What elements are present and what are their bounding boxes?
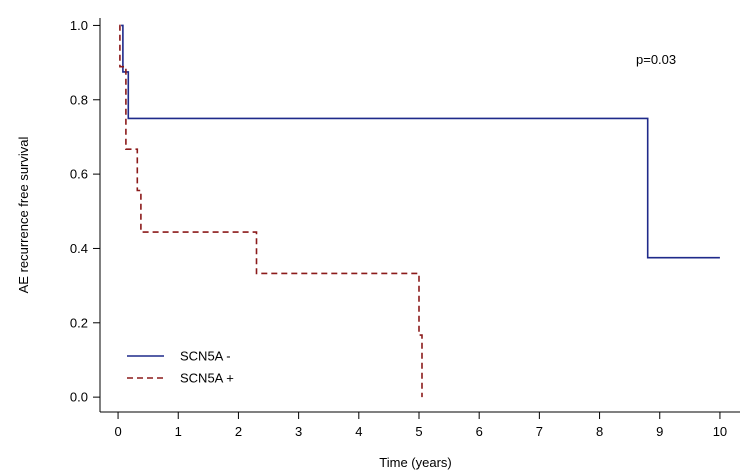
x-tick-label: 8 xyxy=(596,424,603,439)
x-tick-label: 9 xyxy=(656,424,663,439)
x-tick-label: 6 xyxy=(476,424,483,439)
y-tick-label: 0.0 xyxy=(70,390,88,405)
y-tick-label: 1.0 xyxy=(70,18,88,33)
x-axis-title: Time (years) xyxy=(379,455,451,470)
x-tick-label: 0 xyxy=(114,424,121,439)
y-axis-title: AE recurrence free survival xyxy=(16,136,31,293)
y-tick-label: 0.4 xyxy=(70,241,88,256)
y-tick-label: 0.8 xyxy=(70,92,88,107)
axes xyxy=(99,18,740,413)
legend-label-scn5a-pos: SCN5A + xyxy=(180,371,234,386)
x-tick-label: 7 xyxy=(536,424,543,439)
x-axis-ticks: 0 1 2 3 4 5 6 7 8 9 10 xyxy=(114,412,727,439)
series-line-scn5a-pos xyxy=(119,24,423,398)
x-tick-label: 2 xyxy=(235,424,242,439)
series-lines xyxy=(119,24,720,398)
y-tick-label: 0.2 xyxy=(70,315,88,330)
legend: SCN5A - SCN5A + xyxy=(127,349,234,386)
x-tick-label: 1 xyxy=(175,424,182,439)
legend-label-scn5a-neg: SCN5A - xyxy=(180,349,231,364)
y-tick-label: 0.6 xyxy=(70,167,88,182)
series-line-scn5a-neg xyxy=(121,24,720,259)
p-value-annotation: p=0.03 xyxy=(636,52,676,67)
x-tick-label: 10 xyxy=(713,424,727,439)
x-tick-label: 3 xyxy=(295,424,302,439)
x-tick-label: 5 xyxy=(415,424,422,439)
y-axis-ticks: 0.0 0.2 0.4 0.6 0.8 1.0 xyxy=(70,18,100,405)
x-tick-label: 4 xyxy=(355,424,362,439)
